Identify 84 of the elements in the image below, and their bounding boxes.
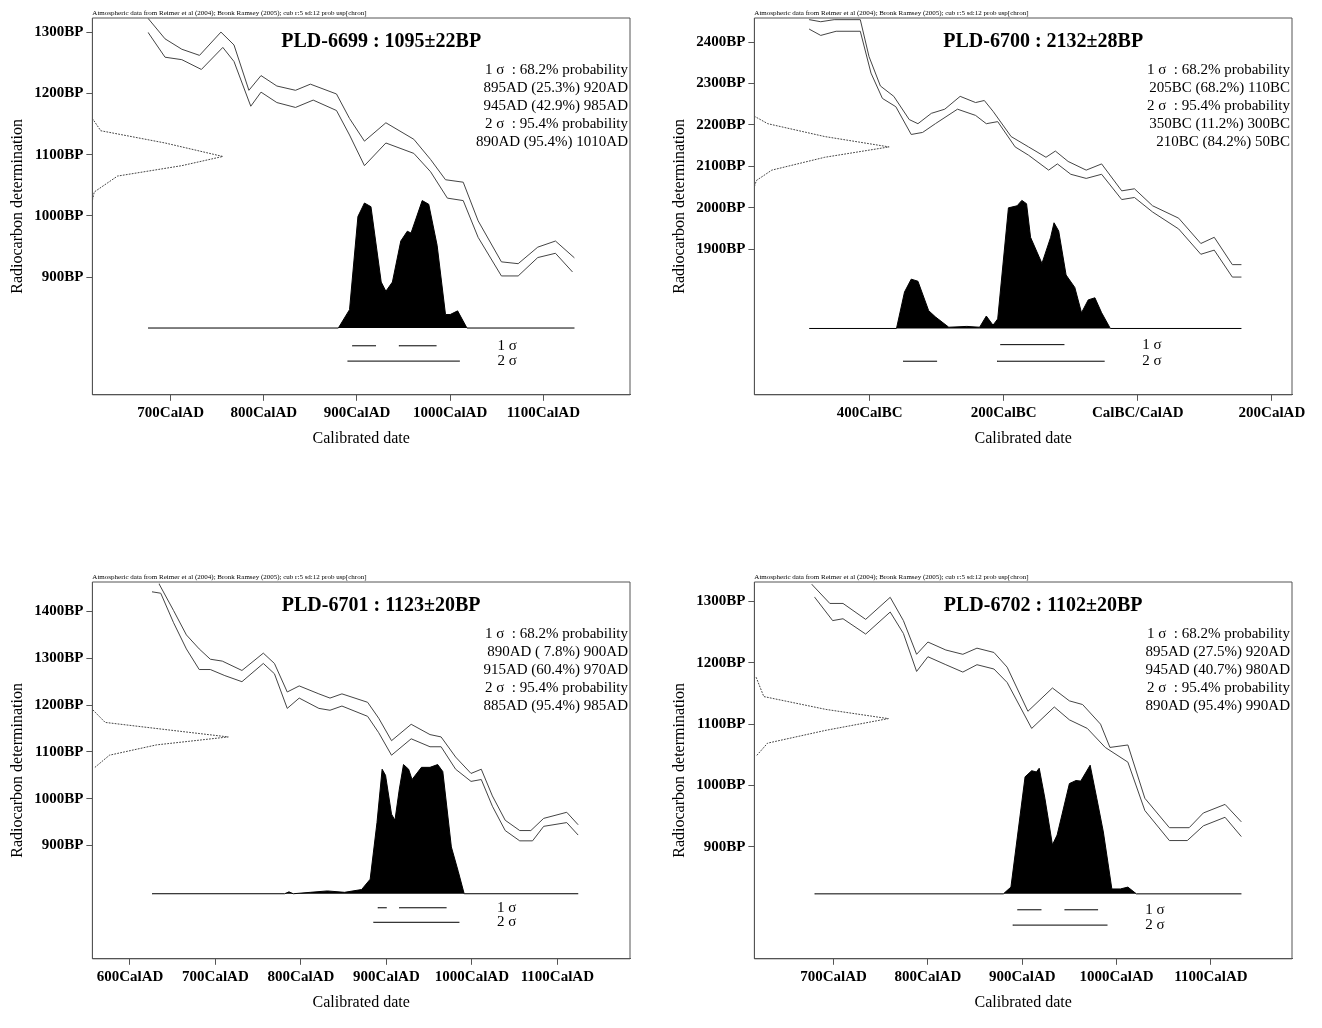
x-tick-label: 400CalBC: [836, 403, 903, 420]
text: 1 σ: [497, 898, 517, 915]
x-tick-label: 800CalAD: [230, 403, 298, 420]
x-tick-label: 600CalAD: [96, 967, 164, 984]
y-axis-title: Radiocarbon determination: [7, 119, 25, 294]
annotation: 1 σ : 68.2% probability: [484, 624, 629, 641]
x-axis-title: Calibrated date: [312, 992, 410, 1010]
x-tick-label: 1100CalAD: [520, 967, 595, 984]
text: PLD-6701 : 1123±20BP: [281, 593, 481, 616]
x-tick-label: 800CalAD: [267, 967, 335, 984]
x-tick-label: 900CalAD: [988, 967, 1056, 984]
x-tick-label: CalBC/CalAD: [1091, 403, 1184, 420]
y-tick-label: 2400BP: [696, 32, 746, 49]
line-series: [92, 709, 229, 768]
annotation: 1 σ : 68.2% probability: [1146, 60, 1291, 77]
annotation: 205BC (68.2%) 110BC: [1149, 78, 1290, 96]
y-tick-label: 1300BP: [34, 649, 84, 666]
y-tick-label: 1400BP: [34, 602, 84, 619]
text: 1 σ: [1142, 335, 1162, 352]
text: 2 σ: [497, 352, 517, 369]
y-tick-label: 1000BP: [34, 206, 84, 223]
annotation: 350BC (11.2%) 300BC: [1149, 114, 1290, 132]
x-axis-title: Calibrated date: [312, 428, 410, 446]
x-tick-label: 800CalAD: [894, 967, 962, 984]
annotation: 895AD (25.3%) 920AD: [483, 78, 629, 96]
text: PLD-6702 : 1102±20BP: [943, 593, 1143, 616]
annotation: 890AD (95.4%) 1010AD: [475, 132, 629, 150]
annotation: 890AD (95.4%) 990AD: [1145, 696, 1291, 714]
x-tick-label: 200CalAD: [1238, 403, 1306, 420]
y-tick-label: 1000BP: [34, 789, 84, 806]
y-tick-label: 1000BP: [696, 776, 746, 793]
x-tick-label: 700CalAD: [800, 967, 868, 984]
annotation: 1 σ : 68.2% probability: [484, 60, 629, 77]
text: 2 σ: [1142, 352, 1162, 369]
text: PLD-6699 : 1095±22BP: [281, 29, 482, 52]
y-tick-label: 1900BP: [696, 240, 746, 257]
y-tick-label: 1100BP: [35, 145, 84, 162]
x-tick-label: 900CalAD: [353, 967, 420, 984]
x-tick-label: 1000CalAD: [1079, 967, 1154, 984]
annotation: 2 σ : 95.4% probability: [1146, 678, 1291, 695]
y-axis-title: Radiocarbon determination: [7, 683, 25, 858]
line-series: [755, 677, 889, 757]
annotation: 885AD (95.4%) 985AD: [483, 696, 629, 714]
y-tick-label: 1100BP: [35, 742, 84, 759]
y-tick-label: 1300BP: [696, 592, 746, 609]
x-tick-label: 1000CalAD: [413, 403, 488, 420]
text: PLD-6700 : 2132±28BP: [943, 29, 1144, 52]
y-axis-title: Radiocarbon determination: [669, 119, 687, 294]
annotation: 895AD (27.5%) 920AD: [1145, 642, 1291, 660]
annotation: 945AD (42.9%) 985AD: [483, 96, 629, 114]
x-axis-title: Calibrated date: [974, 428, 1072, 446]
y-axis-title: Radiocarbon determination: [669, 683, 687, 858]
y-tick-label: 1200BP: [34, 695, 84, 712]
annotation: 2 σ : 95.4% probability: [1146, 96, 1291, 113]
x-axis-title: Calibrated date: [974, 992, 1072, 1010]
text: 1 σ: [497, 336, 517, 353]
y-tick-label: 900BP: [41, 836, 84, 853]
annotation: 2 σ : 95.4% probability: [484, 678, 629, 695]
annotation: 210BC (84.2%) 50BC: [1156, 132, 1290, 150]
text: 2 σ: [1145, 916, 1165, 933]
y-tick-label: 1200BP: [34, 84, 84, 101]
x-tick-label: 900CalAD: [323, 403, 391, 420]
y-tick-label: 2100BP: [696, 157, 746, 174]
y-tick-label: 1100BP: [697, 715, 746, 732]
y-tick-label: 1200BP: [696, 653, 746, 670]
annotation: 915AD (60.4%) 970AD: [483, 660, 629, 678]
x-tick-label: 1100CalAD: [506, 403, 581, 420]
annotation: 1 σ : 68.2% probability: [1146, 624, 1291, 641]
x-tick-label: 200CalBC: [970, 403, 1037, 420]
y-tick-label: 900BP: [41, 268, 84, 285]
x-tick-label: 1100CalAD: [1174, 967, 1248, 984]
annotation: 2 σ : 95.4% probability: [484, 114, 629, 131]
annotation: 890AD ( 7.8%) 900AD: [487, 642, 629, 660]
text: 2 σ: [497, 913, 517, 930]
y-tick-label: 2300BP: [696, 74, 746, 91]
y-tick-label: 1300BP: [34, 22, 84, 39]
y-tick-label: 900BP: [703, 837, 746, 854]
text: 1 σ: [1145, 900, 1165, 917]
x-tick-label: 700CalAD: [182, 967, 249, 984]
x-tick-label: 700CalAD: [137, 403, 205, 420]
annotation: 945AD (40.7%) 980AD: [1145, 660, 1291, 678]
x-tick-label: 1000CalAD: [434, 967, 510, 984]
y-tick-label: 2000BP: [696, 198, 746, 215]
y-tick-label: 2200BP: [696, 115, 746, 132]
